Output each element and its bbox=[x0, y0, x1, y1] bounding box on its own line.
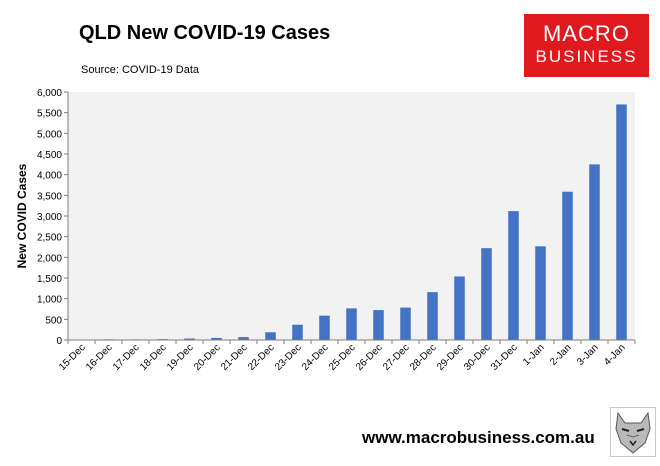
y-tick-label: 1,500 bbox=[37, 274, 62, 285]
y-tick-label: 0 bbox=[56, 336, 62, 347]
y-tick-label: 4,000 bbox=[37, 171, 62, 182]
x-tick-label: 1-Jan bbox=[521, 342, 546, 367]
x-tick-label: 4-Jan bbox=[602, 342, 627, 367]
bar-3-Jan bbox=[589, 164, 600, 340]
bar-2-Jan bbox=[562, 191, 573, 340]
y-tick-label: 5,500 bbox=[37, 109, 62, 120]
bar-24-Dec bbox=[319, 315, 330, 340]
y-tick-label: 2,500 bbox=[37, 233, 62, 244]
y-tick-label: 2,000 bbox=[37, 253, 62, 264]
x-tick-label: 16-Dec bbox=[84, 342, 115, 373]
bar-22-Dec bbox=[265, 332, 276, 340]
x-tick-label: 21-Dec bbox=[219, 342, 250, 373]
x-tick-label: 31-Dec bbox=[489, 342, 520, 373]
bar-25-Dec bbox=[346, 308, 357, 340]
bar-19-Dec bbox=[184, 338, 195, 340]
chart-title: QLD New COVID-19 Cases bbox=[79, 22, 331, 44]
bar-21-Dec bbox=[238, 337, 249, 340]
x-tick-label: 20-Dec bbox=[192, 342, 223, 373]
logo-line-1: MACRO bbox=[543, 21, 630, 46]
footer-url[interactable]: www.macrobusiness.com.au bbox=[362, 428, 595, 447]
bar-1-Jan bbox=[535, 246, 546, 340]
y-tick-label: 500 bbox=[45, 315, 62, 326]
bar-23-Dec bbox=[292, 324, 303, 340]
x-tick-label: 25-Dec bbox=[327, 342, 358, 373]
x-tick-label: 3-Jan bbox=[575, 342, 600, 367]
x-tick-label: 19-Dec bbox=[165, 342, 196, 373]
x-tick-label: 22-Dec bbox=[246, 342, 277, 373]
y-tick-label: 5,000 bbox=[37, 129, 62, 140]
x-tick-label: 18-Dec bbox=[138, 342, 169, 373]
bar-31-Dec bbox=[508, 211, 519, 340]
y-tick-label: 4,500 bbox=[37, 150, 62, 161]
bar-30-Dec bbox=[481, 248, 492, 340]
chart-source: Source: COVID-19 Data bbox=[81, 64, 199, 76]
x-tick-label: 27-Dec bbox=[381, 342, 412, 373]
x-tick-label: 26-Dec bbox=[354, 342, 385, 373]
wolf-icon bbox=[610, 407, 656, 457]
y-axis-title: New COVID Cases bbox=[15, 163, 29, 268]
x-tick-label: 30-Dec bbox=[462, 342, 493, 373]
y-tick-label: 3,000 bbox=[37, 212, 62, 223]
logo-line-2: BUSINESS bbox=[535, 47, 638, 66]
plot-area bbox=[68, 92, 635, 340]
bar-28-Dec bbox=[427, 292, 438, 340]
bar-4-Jan bbox=[616, 104, 627, 340]
x-tick-label: 24-Dec bbox=[300, 342, 331, 373]
macrobusiness-logo: MACRO BUSINESS bbox=[524, 14, 649, 77]
bar-20-Dec bbox=[211, 337, 222, 340]
bar-26-Dec bbox=[373, 310, 384, 340]
bar-29-Dec bbox=[454, 276, 465, 340]
y-tick-label: 1,000 bbox=[37, 295, 62, 306]
y-tick-label: 6,000 bbox=[37, 88, 62, 99]
bar-27-Dec bbox=[400, 307, 411, 340]
x-tick-label: 2-Jan bbox=[548, 342, 573, 367]
x-tick-label: 23-Dec bbox=[273, 342, 304, 373]
x-tick-label: 29-Dec bbox=[435, 342, 466, 373]
y-tick-label: 3,500 bbox=[37, 191, 62, 202]
x-tick-label: 28-Dec bbox=[408, 342, 439, 373]
x-tick-label: 17-Dec bbox=[111, 342, 142, 373]
